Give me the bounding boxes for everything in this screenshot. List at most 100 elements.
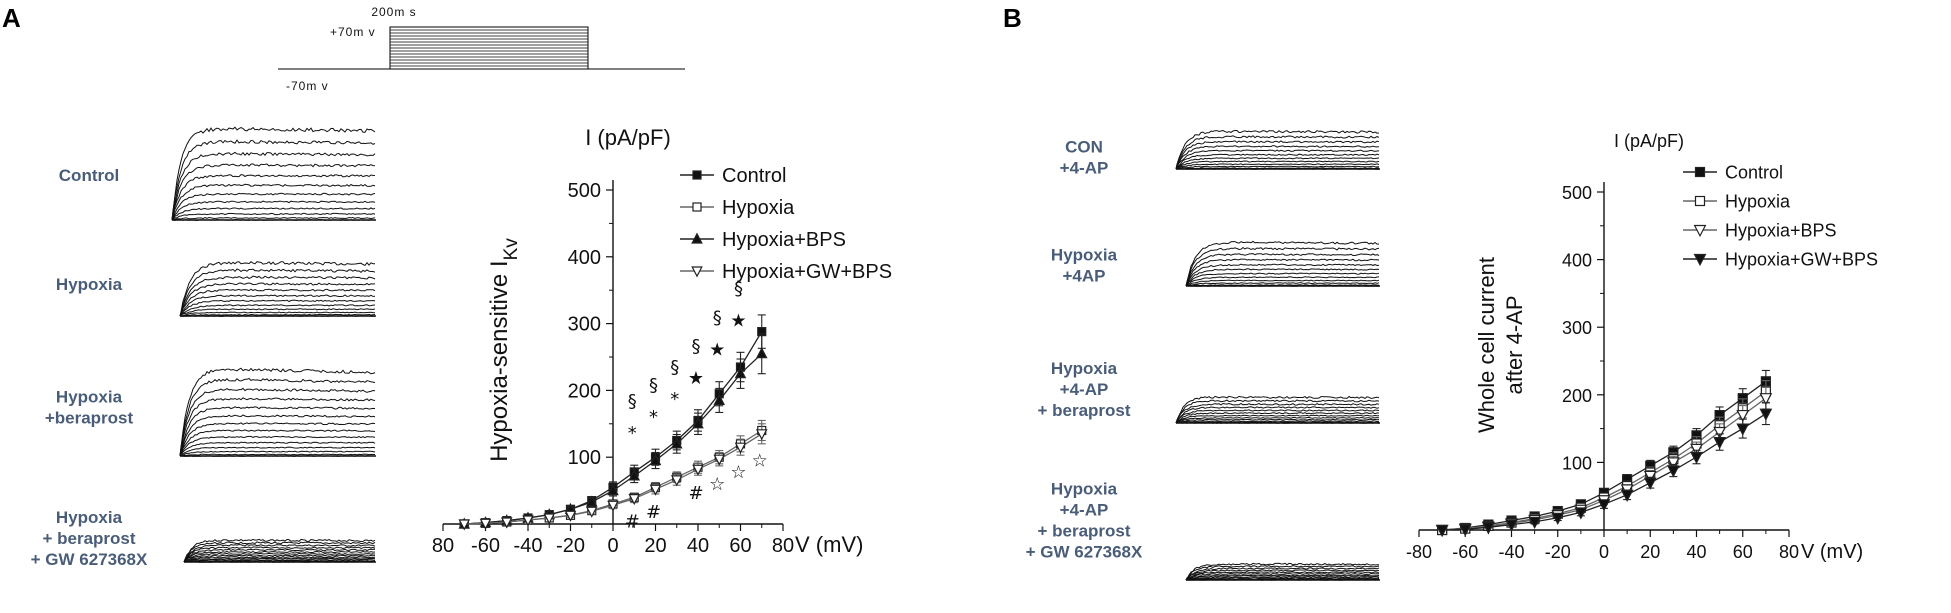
panel-a-traces [171,126,376,563]
legend-label: Hypoxia+BPS [722,229,846,251]
data-point [585,495,598,507]
y-tick-label: 100 [1562,453,1592,473]
current-trace [1175,149,1380,170]
significance-section: § [734,278,743,299]
data-point [628,469,641,481]
current-trace [179,429,376,457]
current-trace [1185,240,1380,287]
data-point [500,517,513,529]
current-trace [1185,569,1380,581]
chart-panel-a: 80 -60 -40 -20 0 20 40 60 80 100 200 300 400 500 I (pA… [432,125,892,557]
condition-label: Hypoxia [56,508,123,527]
current-trace [1185,562,1380,581]
data-point [1505,519,1518,532]
current-trace [179,414,376,457]
current-trace [179,406,376,457]
data-point [1693,253,1707,267]
data-point [1643,477,1657,490]
significance-hash: # [646,502,661,523]
x-tick-label: 80 [772,535,794,557]
significance-star: ★ [688,368,704,389]
condition-label: Control [59,166,119,185]
x-tick-label: -40 [514,535,543,557]
current-trace [1185,571,1380,581]
significance-hash: # [688,483,703,504]
data-point [543,513,556,525]
significance-open_star: ☆ [709,474,725,495]
data-point [479,518,492,530]
data-point [1620,489,1634,502]
current-trace [1175,163,1380,170]
current-trace [1175,399,1380,424]
x-tick-label: -20 [1545,542,1571,562]
current-trace [183,538,376,563]
x-tick-label: 80 [1779,542,1799,562]
current-trace [171,212,376,221]
x-tick-label: 40 [687,535,709,557]
x-axis-label: V (mV) [1801,541,1863,563]
current-trace [1175,406,1380,424]
significance-open_star: ☆ [752,451,768,472]
current-trace [179,304,376,317]
current-trace [171,151,376,221]
significance-section: § [628,391,637,412]
condition-label: Hypoxia [56,275,123,294]
data-point [628,494,641,506]
current-trace [1185,574,1380,581]
current-trace [171,183,376,221]
current-trace [1175,129,1380,170]
current-trace [183,543,376,563]
condition-label: +beraprost [45,409,134,428]
protocol-duration-label: 200m s [371,5,416,19]
current-trace [1185,272,1380,287]
y-unit-label: I (pA/pF) [585,125,671,150]
current-trace [179,435,376,457]
current-trace [183,556,376,563]
current-trace [171,192,376,221]
significance-asterisk: * [628,423,637,444]
current-trace [1175,409,1380,424]
data-point [755,347,768,359]
condition-label: + beraprost [1037,522,1130,541]
data-point [1693,224,1707,238]
condition-label: + beraprost [1037,401,1130,420]
x-tick-label: -60 [1452,542,1478,562]
data-point [1759,408,1773,421]
panel-b-traces [1175,129,1380,581]
current-trace [1175,160,1380,170]
current-trace [1186,282,1380,287]
x-tick-label: -80 [1406,542,1432,562]
current-trace [184,559,376,563]
condition-label: +4-AP [1060,380,1109,399]
current-trace [183,546,376,563]
data-point [1528,516,1542,530]
current-trace [1185,565,1380,581]
current-trace [179,446,376,457]
condition-label: +4-AP [1060,159,1109,178]
current-trace [179,261,376,317]
legend: Control Hypoxia Hypoxia+BPS Hypoxia+GW+BPS [1683,162,1878,269]
data-point [713,454,726,466]
data-point [1458,524,1472,537]
current-trace [1175,165,1380,170]
significance-section: § [713,308,722,329]
condition-label: + GW 627368X [1026,543,1143,562]
current-trace [171,163,376,221]
panel-label-b: B [1003,3,1022,33]
data-point [1551,512,1565,525]
condition-label: Hypoxia [1051,246,1118,265]
panel-a-condition-labels: Control Hypoxia Hypoxia +beraprost Hypoxia + … [31,166,148,569]
significance-section: § [692,336,701,357]
current-trace [179,299,376,317]
current-trace [1185,268,1380,287]
current-trace [179,313,376,317]
x-tick-label: 80 [432,535,454,557]
current-trace [1185,258,1380,287]
data-point [1643,470,1657,484]
current-trace [171,174,376,221]
current-trace [179,387,376,457]
panel-b-condition-labels: CON +4-AP Hypoxia +4AP Hypoxia +4-AP + berapro… [1026,138,1143,562]
current-trace [183,554,376,563]
x-tick-label: 0 [1599,542,1609,562]
